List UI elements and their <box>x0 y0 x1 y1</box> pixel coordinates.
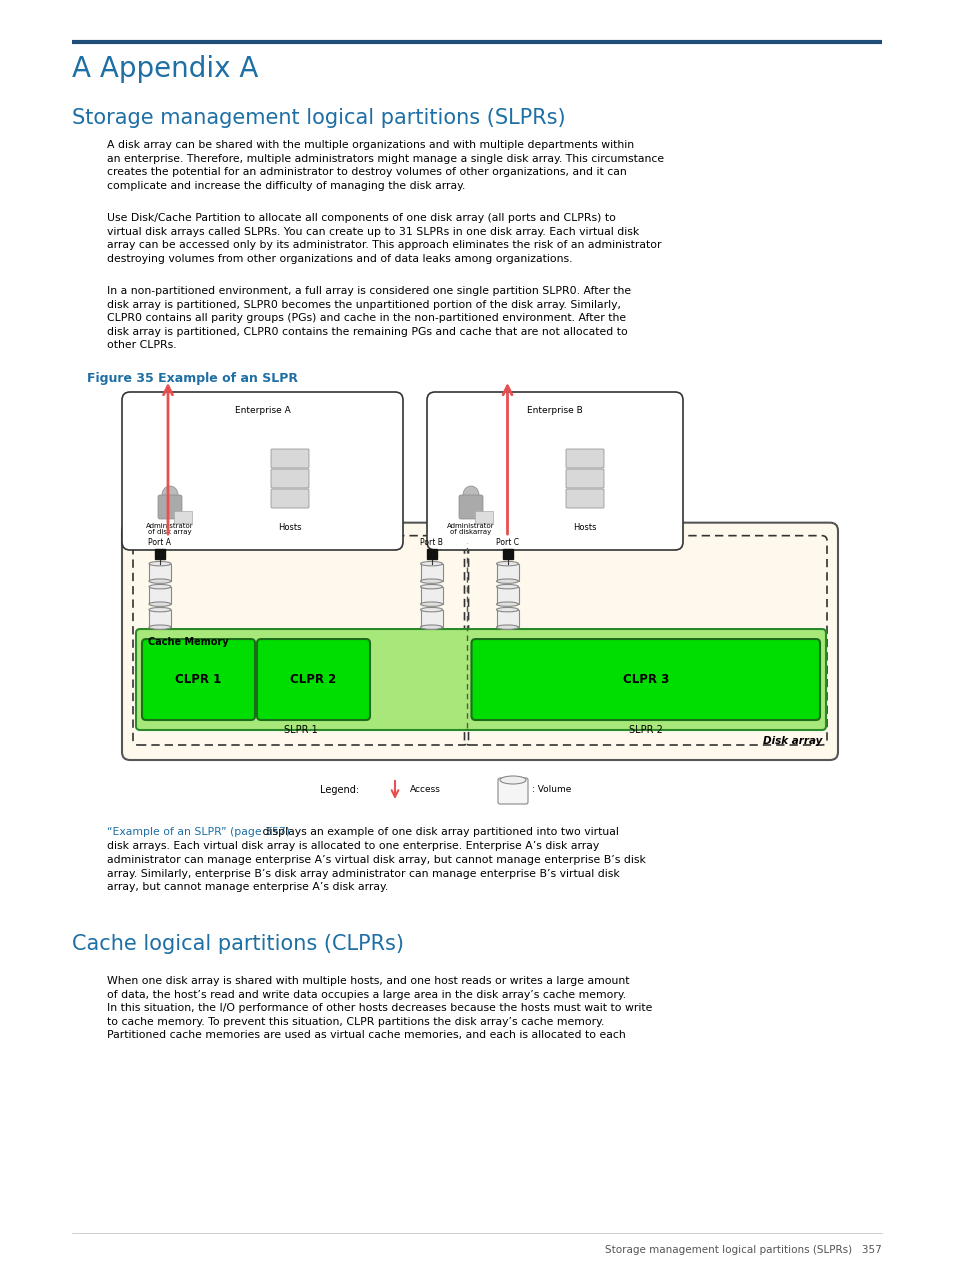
Ellipse shape <box>420 608 442 611</box>
Ellipse shape <box>496 608 518 611</box>
Ellipse shape <box>496 625 518 629</box>
Ellipse shape <box>420 585 442 588</box>
FancyBboxPatch shape <box>565 469 603 488</box>
FancyBboxPatch shape <box>142 639 254 719</box>
FancyBboxPatch shape <box>256 639 370 719</box>
Bar <box>496 610 518 627</box>
Bar <box>496 563 518 581</box>
Text: Cache logical partitions (CLPRs): Cache logical partitions (CLPRs) <box>71 934 403 955</box>
Text: SLPR 1: SLPR 1 <box>284 724 317 735</box>
Text: displays an example of one disk array partitioned into two virtual: displays an example of one disk array pa… <box>258 827 618 838</box>
FancyBboxPatch shape <box>565 449 603 468</box>
Ellipse shape <box>496 562 518 566</box>
Bar <box>420 563 442 581</box>
Bar <box>149 563 171 581</box>
Ellipse shape <box>499 777 525 784</box>
Text: CLPR 2: CLPR 2 <box>290 674 336 686</box>
Text: disk arrays. Each virtual disk array is allocated to one enterprise. Enterprise : disk arrays. Each virtual disk array is … <box>107 841 645 892</box>
Text: Storage management logical partitions (SLPRs): Storage management logical partitions (S… <box>71 108 565 128</box>
Ellipse shape <box>162 486 178 505</box>
FancyBboxPatch shape <box>136 629 825 730</box>
FancyBboxPatch shape <box>458 494 482 519</box>
FancyBboxPatch shape <box>122 522 837 760</box>
Text: : Volume: : Volume <box>532 785 571 794</box>
Text: A Appendix A: A Appendix A <box>71 55 258 83</box>
Bar <box>426 549 436 559</box>
Text: CLPR 3: CLPR 3 <box>622 674 668 686</box>
Text: When one disk array is shared with multiple hosts, and one host reads or writes : When one disk array is shared with multi… <box>107 976 652 1041</box>
Text: Storage management logical partitions (SLPRs)   357: Storage management logical partitions (S… <box>604 1246 882 1254</box>
Text: Hosts: Hosts <box>573 522 597 533</box>
Text: Enterprise B: Enterprise B <box>527 405 582 416</box>
Bar <box>420 610 442 627</box>
Bar <box>475 511 493 522</box>
Bar <box>420 587 442 604</box>
Ellipse shape <box>149 608 171 611</box>
Bar <box>149 587 171 604</box>
Text: In a non-partitioned environment, a full array is considered one single partitio: In a non-partitioned environment, a full… <box>107 286 631 351</box>
Text: SLPR 2: SLPR 2 <box>628 724 662 735</box>
Text: Port C: Port C <box>496 538 518 547</box>
Text: Figure 35 Example of an SLPR: Figure 35 Example of an SLPR <box>87 372 297 385</box>
Bar <box>149 610 171 627</box>
Bar <box>496 587 518 604</box>
Bar <box>154 549 165 559</box>
FancyBboxPatch shape <box>565 489 603 508</box>
Text: Administrator
of diskarray: Administrator of diskarray <box>447 522 495 535</box>
Ellipse shape <box>420 602 442 606</box>
Ellipse shape <box>149 625 171 629</box>
Ellipse shape <box>496 602 518 606</box>
Bar <box>173 511 192 522</box>
Ellipse shape <box>149 580 171 583</box>
Ellipse shape <box>462 486 478 505</box>
Text: Disk array: Disk array <box>761 736 821 746</box>
Text: “Example of an SLPR” (page 357): “Example of an SLPR” (page 357) <box>107 827 290 838</box>
Bar <box>502 549 512 559</box>
Text: A disk array can be shared with the multiple organizations and with multiple dep: A disk array can be shared with the mult… <box>107 140 663 191</box>
Ellipse shape <box>149 602 171 606</box>
FancyBboxPatch shape <box>497 778 527 805</box>
FancyBboxPatch shape <box>427 391 682 550</box>
Text: CLPR 1: CLPR 1 <box>175 674 221 686</box>
FancyBboxPatch shape <box>122 391 402 550</box>
Text: Use Disk/Cache Partition to allocate all components of one disk array (all ports: Use Disk/Cache Partition to allocate all… <box>107 214 660 264</box>
Text: Access: Access <box>410 785 440 794</box>
Ellipse shape <box>496 585 518 588</box>
Ellipse shape <box>149 562 171 566</box>
Text: Port A: Port A <box>149 538 172 547</box>
FancyBboxPatch shape <box>271 449 309 468</box>
FancyBboxPatch shape <box>271 489 309 508</box>
Ellipse shape <box>420 562 442 566</box>
FancyBboxPatch shape <box>158 494 182 519</box>
Ellipse shape <box>496 580 518 583</box>
Text: Hosts: Hosts <box>278 522 301 533</box>
Text: Enterprise A: Enterprise A <box>234 405 290 416</box>
Text: Cache Memory: Cache Memory <box>148 637 229 647</box>
FancyBboxPatch shape <box>271 469 309 488</box>
Text: Administrator
of disk array: Administrator of disk array <box>146 522 193 535</box>
Ellipse shape <box>420 580 442 583</box>
Ellipse shape <box>420 625 442 629</box>
Text: Port B: Port B <box>419 538 442 547</box>
FancyBboxPatch shape <box>471 639 820 719</box>
Text: Legend:: Legend: <box>319 785 358 794</box>
Ellipse shape <box>149 585 171 588</box>
